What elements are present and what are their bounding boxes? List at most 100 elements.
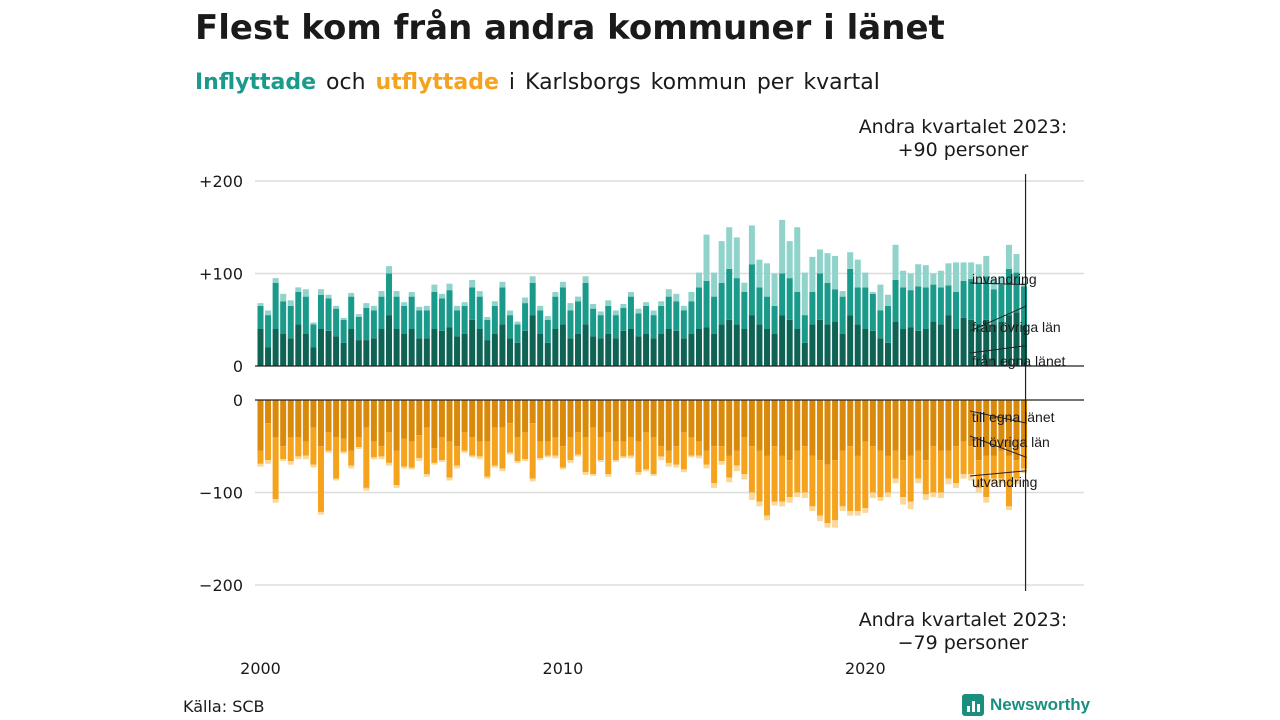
bar-out-own_county [491,400,498,428]
bar-out-emigration [975,487,982,493]
bar-out-emigration [438,460,445,462]
bar-out-other_counties [363,427,370,488]
bar-out-emigration [673,464,680,468]
bar-out-emigration [665,462,672,467]
bar-out-emigration [801,492,808,499]
bar-in-immigration [869,292,876,294]
bar-in-own_county [786,319,793,366]
bar-in-own_county [930,321,937,366]
bar-in-immigration [635,308,642,314]
bar-out-own_county [945,400,952,451]
bar-in-other_counties [454,310,461,337]
gridlines [255,180,1084,586]
bar-in-own_county [484,340,491,366]
bar-out-emigration [794,492,801,498]
bar-out-emigration [265,460,272,464]
bar-out-other_counties [658,446,665,457]
bar-out-other_counties [945,450,952,479]
bar-out-emigration [847,511,854,516]
bar-in-immigration [930,273,937,285]
bar-in-immigration [786,241,793,279]
bar-in-immigration [544,316,551,320]
bar-in-own_county [771,333,778,366]
bar-out-other_counties [764,455,771,516]
bar-in-other_counties [544,319,551,343]
bar-in-immigration [272,278,279,283]
bar-in-immigration [801,272,808,316]
bar-out-emigration [695,455,702,459]
bar-out-other_counties [688,437,695,456]
bar-out-own_county [650,400,657,437]
bar-out-other_counties [567,437,574,461]
bar-in-immigration [1013,254,1020,273]
bar-out-emigration [658,456,665,461]
bar-in-other_counties [295,292,302,325]
bar-in-other_counties [325,298,332,331]
bar-in-own_county [355,340,362,366]
bar-in-own_county [726,319,733,366]
bar-out-other_counties [862,441,869,509]
bar-out-emigration [370,457,377,460]
bar-out-other_counties [544,441,551,456]
bar-in-own_county [892,321,899,366]
bar-in-immigration [333,305,340,309]
bar-out-emigration [484,476,491,479]
bar-in-other_counties [597,315,604,339]
bar-in-own_county [438,330,445,366]
bar-in-immigration [514,321,521,325]
bar-out-other_counties [423,427,430,474]
bar-out-other_counties [408,441,415,468]
bar-out-own_county [968,400,975,447]
bar-in-other_counties [605,305,612,334]
bar-out-emigration [310,464,317,468]
annotation-bottom: −79 personer [898,632,1029,654]
bar-out-other_counties [438,437,445,461]
bar-in-immigration [438,293,445,299]
bar-in-own_county [960,317,967,366]
bar-in-other_counties [786,278,793,320]
bar-in-own_county [461,333,468,366]
bar-in-other_counties [567,310,574,339]
bar-in-own_county [302,333,309,366]
bar-in-own_county [446,327,453,366]
bar-in-immigration [378,291,385,297]
bar-out-other_counties [953,446,960,484]
bar-in-immigration [824,253,831,283]
bar-out-other_counties [597,437,604,461]
bar-out-emigration [892,478,899,484]
leader-bottom [969,470,1027,477]
bar-out-other_counties [892,450,899,479]
bar-out-other_counties [272,437,279,499]
bar-in-own_county [287,338,294,366]
bar-out-own_county [658,400,665,447]
bar-out-emigration [680,469,687,473]
bar-in-other_counties [998,284,1005,322]
newsworthy-icon [962,694,984,716]
bar-in-immigration [348,292,355,297]
bar-out-emigration [771,501,778,506]
bar-in-other_counties [794,292,801,329]
bar-out-emigration [915,478,922,484]
brand-logo[interactable]: Newsworthy [962,694,1090,716]
bar-in-immigration [892,244,899,280]
bar-out-other_counties [998,450,1005,479]
bar-out-own_county [983,400,990,456]
bar-in-immigration [839,291,846,297]
bar-out-emigration [559,467,566,470]
bar-out-emigration [461,450,468,453]
bar-out-other_counties [809,455,816,507]
bar-in-own_county [529,315,536,366]
bar-in-own_county [476,329,483,366]
bar-in-other_counties [832,289,839,322]
bar-in-other_counties [937,287,944,325]
bar-in-other_counties [816,273,823,320]
bar-out-emigration [257,463,264,467]
bar-in-other_counties [854,287,861,325]
bar-out-own_county [378,400,385,447]
bar-out-own_county [597,400,604,437]
bar-in-other_counties [779,273,786,316]
bar-in-immigration [454,305,461,311]
bar-in-other_counties [718,282,725,325]
bar-in-immigration [945,263,952,286]
bar-in-own_county [764,329,771,366]
